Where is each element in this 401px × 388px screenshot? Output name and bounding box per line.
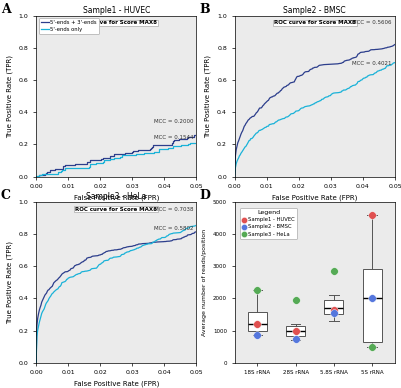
Text: MCC = 0.5606: MCC = 0.5606 (352, 20, 392, 25)
PathPatch shape (363, 269, 382, 342)
Text: C: C (1, 189, 11, 202)
Y-axis label: True Positive Rate (TPR): True Positive Rate (TPR) (6, 241, 13, 324)
Text: MCC = 0.4021: MCC = 0.4021 (352, 61, 392, 66)
Text: D: D (199, 189, 210, 202)
Text: MCC = 0.2000: MCC = 0.2000 (154, 119, 193, 123)
Title: Sample3 - HeLa: Sample3 - HeLa (86, 192, 146, 201)
Legend: Sample1 - HUVEC, Sample2 - BMSC, Sample3 - HeLa: Sample1 - HUVEC, Sample2 - BMSC, Sample3… (241, 208, 297, 239)
Text: MCC = 0.5802: MCC = 0.5802 (154, 226, 193, 231)
Y-axis label: True Positive Rate (TPR): True Positive Rate (TPR) (6, 55, 13, 137)
Title: Sample2 - BMSC: Sample2 - BMSC (284, 6, 346, 15)
Text: B: B (199, 3, 210, 16)
Text: MCC = 0.1544: MCC = 0.1544 (154, 135, 193, 140)
PathPatch shape (286, 326, 305, 336)
Y-axis label: True Positive Rate (TPR): True Positive Rate (TPR) (205, 55, 211, 137)
Y-axis label: Average number of reads/position: Average number of reads/position (203, 229, 207, 336)
Legend: 5'-ends + 3'-ends, 5'-ends only: 5'-ends + 3'-ends, 5'-ends only (39, 18, 99, 34)
Text: MCC = 0.7038: MCC = 0.7038 (154, 206, 193, 211)
Text: ROC curve for Score MAX8: ROC curve for Score MAX8 (75, 206, 157, 211)
X-axis label: False Positive Rate (FPR): False Positive Rate (FPR) (74, 381, 159, 388)
PathPatch shape (324, 300, 343, 314)
PathPatch shape (248, 312, 267, 331)
Text: A: A (1, 3, 10, 16)
Text: ROC curve for Score MAX8: ROC curve for Score MAX8 (274, 20, 356, 25)
Text: ROC curve for Score MAX8: ROC curve for Score MAX8 (75, 20, 157, 25)
X-axis label: False Positive Rate (FPR): False Positive Rate (FPR) (74, 195, 159, 201)
X-axis label: False Positive Rate (FPR): False Positive Rate (FPR) (272, 195, 357, 201)
Title: Sample1 - HUVEC: Sample1 - HUVEC (83, 6, 150, 15)
